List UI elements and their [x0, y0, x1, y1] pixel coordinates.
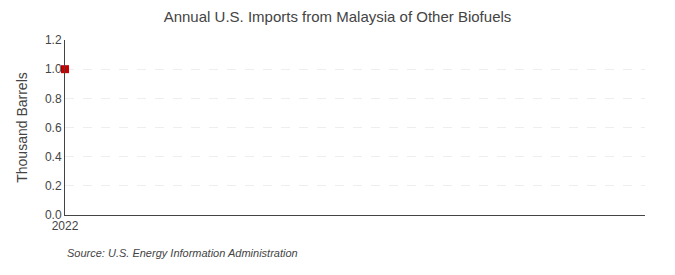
- svg-text:0.0: 0.0: [45, 208, 62, 222]
- svg-text:0.4: 0.4: [45, 150, 62, 164]
- svg-text:Annual U.S. Imports from Malay: Annual U.S. Imports from Malaysia of Oth…: [164, 8, 512, 25]
- svg-text:0.8: 0.8: [45, 92, 62, 106]
- svg-text:0.6: 0.6: [45, 121, 62, 135]
- svg-text:0.2: 0.2: [45, 179, 62, 193]
- svg-text:1.0: 1.0: [45, 62, 62, 76]
- svg-text:Source: U.S. Energy Informatio: Source: U.S. Energy Information Administ…: [67, 247, 298, 259]
- svg-text:1.2: 1.2: [45, 33, 62, 47]
- svg-text:Thousand Barrels: Thousand Barrels: [14, 72, 30, 183]
- svg-text:2022: 2022: [52, 219, 79, 233]
